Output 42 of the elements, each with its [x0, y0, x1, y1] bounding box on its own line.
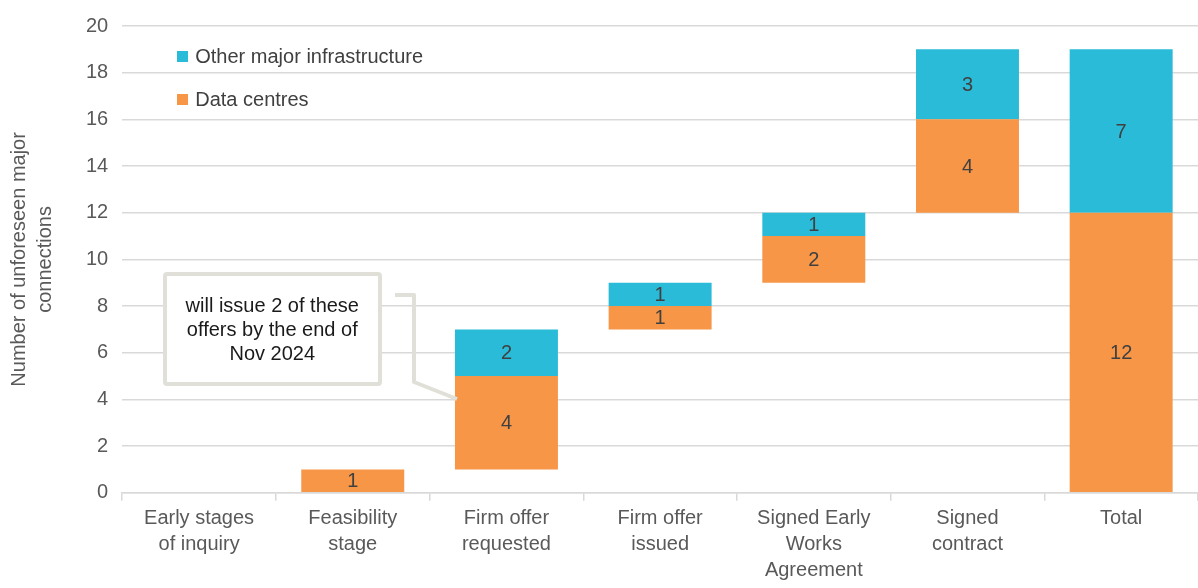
- data-label: 3: [961, 72, 974, 95]
- data-label: 2: [500, 341, 513, 364]
- bar: [1069, 212, 1173, 493]
- bar: [916, 119, 1019, 213]
- y-tick-label: 18: [86, 60, 109, 83]
- y-tick-label: 16: [86, 106, 109, 129]
- bar: [916, 49, 1019, 120]
- bar: [762, 212, 866, 237]
- y-tick-label: 14: [86, 153, 109, 176]
- x-tick-label: Feasibility stage: [308, 505, 398, 554]
- data-label: 4: [961, 154, 974, 177]
- data-label: 4: [500, 411, 513, 434]
- y-axis-title: Number of unforeseen major connections: [6, 131, 55, 387]
- x-tick-label: Signed contract: [931, 505, 1004, 554]
- data-label: 1: [654, 282, 666, 305]
- bar: [1069, 49, 1173, 213]
- y-tick-label: 12: [86, 200, 109, 223]
- data-label: 1: [654, 306, 666, 329]
- x-tick-label: Signed Early Works Agreement: [757, 505, 871, 581]
- y-tick-label: 0: [97, 480, 109, 503]
- y-tick-label: 20: [86, 13, 109, 36]
- y-tick-label: 2: [97, 433, 109, 456]
- legend-label: Other major infrastructure: [195, 45, 424, 68]
- bar: [762, 236, 866, 283]
- y-tick-label: 8: [97, 293, 109, 316]
- y-tick-label: 4: [97, 386, 109, 409]
- y-tick-label: 10: [86, 246, 109, 269]
- bar: [454, 376, 558, 470]
- x-tick-label: Total: [1100, 505, 1143, 528]
- data-label: 1: [347, 469, 359, 492]
- data-label: 7: [1115, 119, 1127, 142]
- x-tick-label: Firm offer issued: [617, 505, 704, 554]
- bar: [608, 306, 712, 330]
- bar: [608, 282, 712, 307]
- bar: [301, 469, 405, 493]
- y-tick-label: 6: [97, 340, 109, 363]
- legend-label: Data centres: [195, 88, 309, 111]
- x-tick-label: Early stages of inquiry: [144, 505, 255, 554]
- data-label: 1: [808, 212, 820, 235]
- data-label: 2: [808, 247, 820, 270]
- data-label: 12: [1110, 340, 1133, 363]
- x-tick-label: Firm offer requested: [461, 505, 551, 554]
